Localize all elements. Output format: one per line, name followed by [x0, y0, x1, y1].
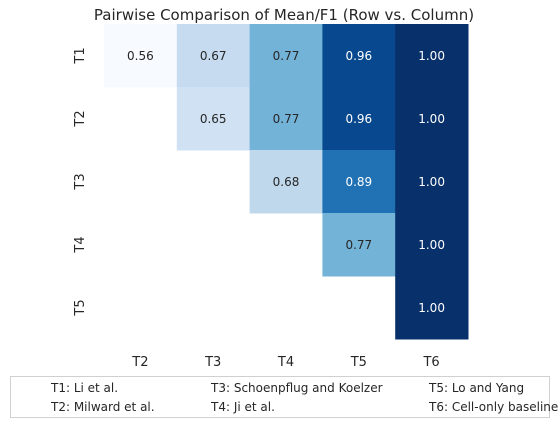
row-labels: T1 T2 T3 T4 T5: [73, 47, 88, 316]
cell-label-T2-T3: 0.65: [200, 112, 227, 126]
column-label-T3: T3: [204, 355, 221, 370]
cell-label-T1-T2: 0.56: [127, 49, 154, 63]
cell-T1-T3: [176, 24, 251, 88]
cell-label-T1-T6: 1.00: [418, 49, 445, 63]
legend: T1: Li et al. T2: Milward et al. T3: Sch…: [10, 376, 558, 418]
cell-T4-T6: [395, 213, 469, 277]
cell-label-T1-T4: 0.77: [273, 49, 300, 63]
legend-item-t2: T2: Milward et al.: [51, 400, 155, 414]
cell-label-T3-T4: 0.68: [273, 175, 300, 189]
cell-T1-T2: [104, 24, 178, 88]
cell-T5-T6: [395, 276, 469, 340]
row-label-T2: T2: [73, 110, 88, 127]
cell-label-T4-T5: 0.77: [345, 238, 372, 252]
cell-T1-T5: [322, 24, 396, 88]
column-labels: T2 T3 T4 T5 T6: [131, 355, 439, 370]
legend-item-t6: T6: Cell-only baseline: [429, 400, 558, 414]
heatmap-chart: Pairwise Comparison of Mean/F1 (Row vs. …: [73, 6, 474, 370]
cell-T2-T5: [322, 87, 396, 151]
column-label-T4: T4: [277, 355, 294, 370]
cell-T3-T5: [322, 150, 396, 214]
row-label-T5: T5: [73, 299, 88, 316]
cell-label-T4-T6: 1.00: [418, 238, 445, 252]
cell-label-T1-T3: 0.67: [200, 49, 227, 63]
column-label-T2: T2: [131, 355, 148, 370]
cell-label-T1-T5: 0.96: [345, 49, 372, 63]
cell-label-T5-T6: 1.00: [418, 301, 445, 315]
chart-title: Pairwise Comparison of Mean/F1 (Row vs. …: [94, 6, 474, 24]
cell-label-T3-T5: 0.89: [345, 175, 372, 189]
legend-item-t1: T1: Li et al.: [51, 381, 119, 395]
legend-item-t5: T5: Lo and Yang: [429, 381, 525, 395]
cell-T2-T6: [395, 87, 469, 151]
cell-T1-T4: [249, 24, 323, 88]
row-label-T1: T1: [73, 47, 88, 64]
cell-T1-T6: [395, 24, 469, 88]
column-label-T5: T5: [350, 355, 367, 370]
row-label-T3: T3: [73, 173, 88, 190]
cell-label-T3-T6: 1.00: [418, 175, 445, 189]
cell-T3-T6: [395, 150, 469, 214]
cell-T2-T3: [176, 87, 251, 151]
cell-label-T2-T4: 0.77: [273, 112, 300, 126]
cell-T4-T5: [322, 213, 396, 277]
cell-label-T2-T5: 0.96: [345, 112, 372, 126]
legend-item-t4: T4: Ji et al.: [211, 400, 275, 414]
cell-T2-T4: [249, 87, 323, 151]
legend-item-t3: T3: Schoenpflug and Koelzer: [211, 381, 383, 395]
row-label-T4: T4: [73, 236, 88, 253]
heatmap-cells: 0.56 0.67 0.77 0.96 1.00 0.65 0.77 0.96 1.00 0.68…: [104, 24, 469, 340]
cell-label-T2-T6: 1.00: [418, 112, 445, 126]
column-label-T6: T6: [422, 355, 439, 370]
cell-T3-T4: [249, 150, 323, 214]
